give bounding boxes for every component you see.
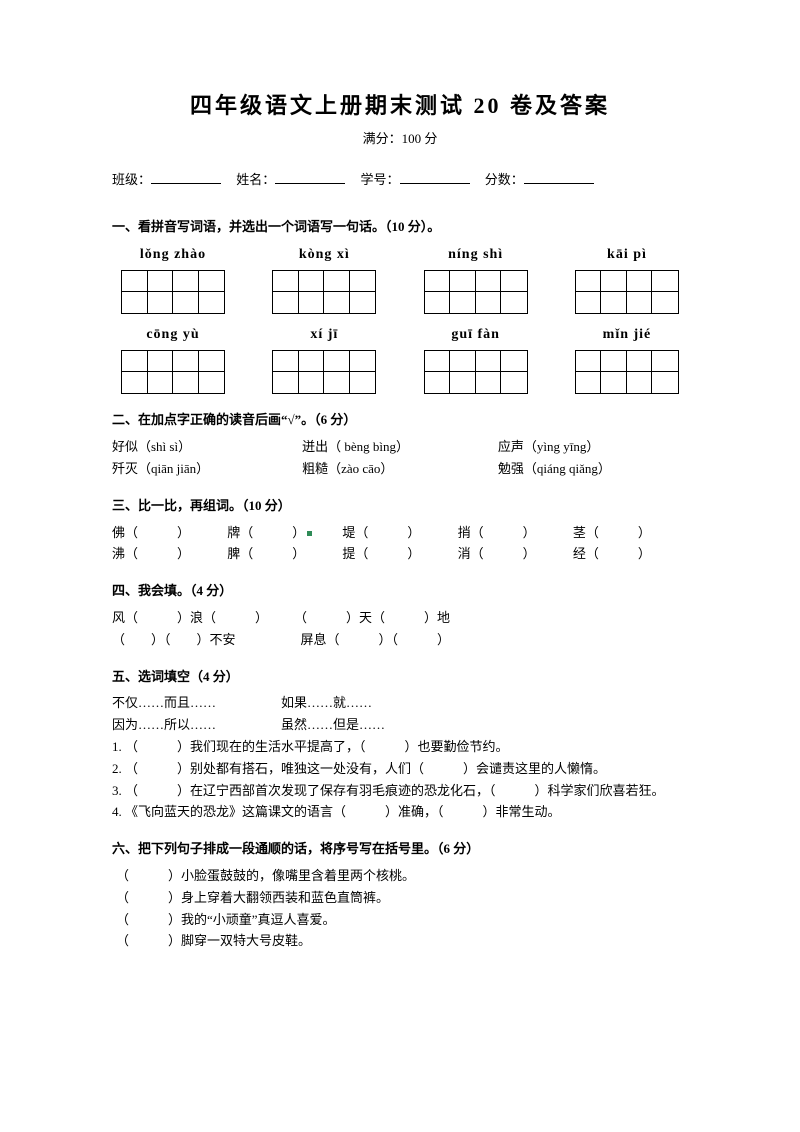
q2-row: 好似（shì sì） 迸出（ bèng bìng） 应声（yìng yīng）	[112, 437, 688, 458]
q6-head: 六、把下列句子排成一段通顺的话，将序号写在括号里。（6 分）	[112, 839, 688, 860]
q2-cell: 歼灭（qiān jiān）	[112, 459, 302, 480]
q5-item: 2. （ ）别处都有搭石，唯独这一处没有，人们（ ）会谴责这里的人懒惰。	[112, 759, 688, 780]
char-grid[interactable]	[272, 270, 376, 314]
q2-cell: 勉强（qiáng qiǎng）	[498, 459, 688, 480]
char-grid[interactable]	[424, 350, 528, 394]
q5-list: 1. （ ）我们现在的生活水平提高了，（ ）也要勤俭节约。 2. （ ）别处都有…	[112, 737, 688, 823]
q3-cell: 经（ ）	[573, 544, 688, 565]
q5-head: 五、选词填空（4 分）	[112, 667, 688, 688]
q6-item: （ ）脚穿一双特大号皮鞋。	[112, 931, 688, 952]
score-blank[interactable]	[524, 170, 594, 184]
q5-item: 3. （ ）在辽宁西部首次发现了保存有羽毛痕迹的恐龙化石，（ ）科学家们欣喜若狂…	[112, 781, 688, 802]
q5-item: 4. 《飞向蓝天的恐龙》这篇课文的语言（ ）准确，（ ）非常生动。	[112, 802, 688, 823]
id-label: 学号：	[361, 172, 400, 187]
char-grid[interactable]	[575, 270, 679, 314]
q2-head: 二、在加点字正确的读音后画“√”。（6 分）	[112, 410, 688, 431]
pinyin: níng shì	[421, 244, 531, 266]
class-label: 班级：	[112, 172, 151, 187]
q3-row: 沸（ ） 脾（ ） 提（ ） 消（ ） 经（ ）	[112, 544, 688, 565]
q1-item: xí jī	[269, 324, 379, 394]
q3-cell: 茎（ ）	[573, 523, 688, 544]
q1-row1: lǒng zhào kòng xì níng shì kāi pì	[118, 244, 682, 314]
name-blank[interactable]	[275, 170, 345, 184]
char-grid[interactable]	[272, 350, 376, 394]
q1-item: kòng xì	[269, 244, 379, 314]
pinyin: kāi pì	[572, 244, 682, 266]
q5-opts: 因为……所以…… 虽然……但是……	[112, 715, 688, 736]
char-grid[interactable]	[575, 350, 679, 394]
q3-cell: 消（ ）	[458, 544, 573, 565]
q3-cell: 堤（ ）	[342, 523, 457, 544]
q1-item: mǐn jié	[572, 324, 682, 394]
q4-line: （ ）（ ）不安 屏息（ ）（ ）	[112, 630, 688, 651]
page-title: 四年级语文上册期末测试 20 卷及答案	[112, 88, 688, 123]
q5-opts: 不仅……而且…… 如果……就……	[112, 693, 688, 714]
q6-item: （ ）小脸蛋鼓鼓的，像嘴里含着里两个核桃。	[112, 866, 688, 887]
q3-cell: 提（ ）	[342, 544, 457, 565]
char-grid[interactable]	[424, 270, 528, 314]
q6-item: （ ）身上穿着大翻领西装和蓝色直筒裤。	[112, 888, 688, 909]
class-blank[interactable]	[151, 170, 221, 184]
q1-head: 一、看拼音写词语，并选出一个词语写一句话。（10 分）。	[112, 217, 688, 238]
q1-row2: cōng yù xí jī guī fàn mǐn jié	[118, 324, 682, 394]
q1-item: cōng yù	[118, 324, 228, 394]
score-label: 分数：	[485, 172, 524, 187]
pinyin: cōng yù	[118, 324, 228, 346]
q5-item: 1. （ ）我们现在的生活水平提高了，（ ）也要勤俭节约。	[112, 737, 688, 758]
q2-cell: 应声（yìng yīng）	[498, 437, 688, 458]
q2-cell: 好似（shì sì）	[112, 437, 302, 458]
q1-item: kāi pì	[572, 244, 682, 314]
q4-line: 风（ ）浪（ ） （ ）天（ ）地	[112, 608, 688, 629]
pinyin: xí jī	[269, 324, 379, 346]
q1-item: lǒng zhào	[118, 244, 228, 314]
char-grid[interactable]	[121, 270, 225, 314]
q3-row: 佛（ ） 牌（ ） 堤（ ） 捎（ ） 茎（ ）	[112, 523, 688, 544]
q2-cell: 迸出（ bèng bìng）	[302, 437, 498, 458]
pinyin: mǐn jié	[572, 324, 682, 346]
page-subtitle: 满分：100 分	[112, 129, 688, 150]
q6-item: （ ）我的“小顽童”真逗人喜爱。	[112, 910, 688, 931]
id-blank[interactable]	[400, 170, 470, 184]
q1-item: níng shì	[421, 244, 531, 314]
q2-cell: 粗糙（zào cāo）	[302, 459, 498, 480]
pinyin: lǒng zhào	[118, 244, 228, 266]
dot-icon	[307, 531, 312, 536]
q3-cell: 牌（ ）	[227, 523, 342, 544]
q4-head: 四、我会填。（4 分）	[112, 581, 688, 602]
q3-head: 三、比一比，再组词。（10 分）	[112, 496, 688, 517]
q3-cell: 脾（ ）	[227, 544, 342, 565]
student-info-line: 班级： 姓名： 学号： 分数：	[112, 170, 688, 191]
q2-row: 歼灭（qiān jiān） 粗糙（zào cāo） 勉强（qiáng qiǎng…	[112, 459, 688, 480]
pinyin: kòng xì	[269, 244, 379, 266]
q3-cell: 沸（ ）	[112, 544, 227, 565]
pinyin: guī fàn	[421, 324, 531, 346]
q1-item: guī fàn	[421, 324, 531, 394]
q3-cell: 捎（ ）	[458, 523, 573, 544]
q3-cell: 佛（ ）	[112, 523, 227, 544]
name-label: 姓名：	[236, 172, 275, 187]
char-grid[interactable]	[121, 350, 225, 394]
